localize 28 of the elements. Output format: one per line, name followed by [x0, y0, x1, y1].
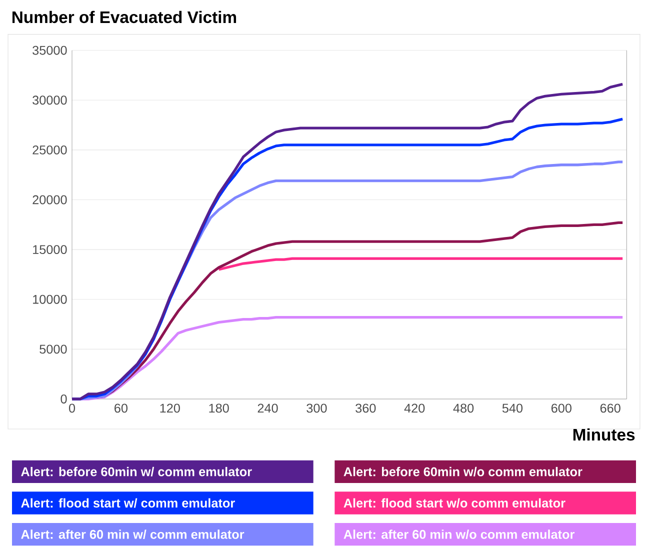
y-tick-label: 15000 — [33, 245, 67, 254]
y-tick-label: 35000 — [32, 46, 67, 55]
y-tick-label: 10000 — [33, 294, 67, 304]
chart-title: Number of Evacuated Victim — [12, 10, 236, 24]
y-tick-label: 30000 — [32, 96, 67, 105]
x-tick-label: 0 — [68, 404, 76, 413]
x-tick-label: 120 — [160, 404, 180, 413]
text: Alert: after 60 min w/o comm emulator — [344, 530, 575, 540]
text: Alert: after 60 min w/ comm emulator — [21, 530, 244, 540]
x-tick-label: 600 — [551, 404, 572, 413]
x-tick-label: 300 — [306, 404, 327, 413]
y-tick-label: 20000 — [32, 195, 67, 204]
text: Alert: flood start w/o comm emulator — [344, 498, 566, 508]
text: Alert: before 60min w/ comm emulator — [21, 466, 252, 476]
y-tick-label: 0 — [60, 394, 67, 404]
x-tick-label: 480 — [453, 404, 474, 413]
x-tick-label: 180 — [209, 404, 229, 413]
y-tick-label: 25000 — [32, 145, 67, 154]
x-tick-label: 660 — [600, 404, 620, 413]
x-tick-label: 360 — [356, 404, 376, 413]
x-tick-label: 240 — [258, 404, 278, 413]
x-tick-label: 60 — [114, 404, 128, 413]
x-tick-label: 420 — [404, 404, 425, 413]
text: Alert: flood start w/ comm emulator — [21, 498, 235, 508]
y-tick-label: 5000 — [40, 344, 67, 354]
x-axis-title: Minutes — [573, 428, 635, 441]
x-tick-label: 540 — [502, 404, 523, 413]
text: Alert: before 60min w/o comm emulator — [344, 466, 582, 476]
